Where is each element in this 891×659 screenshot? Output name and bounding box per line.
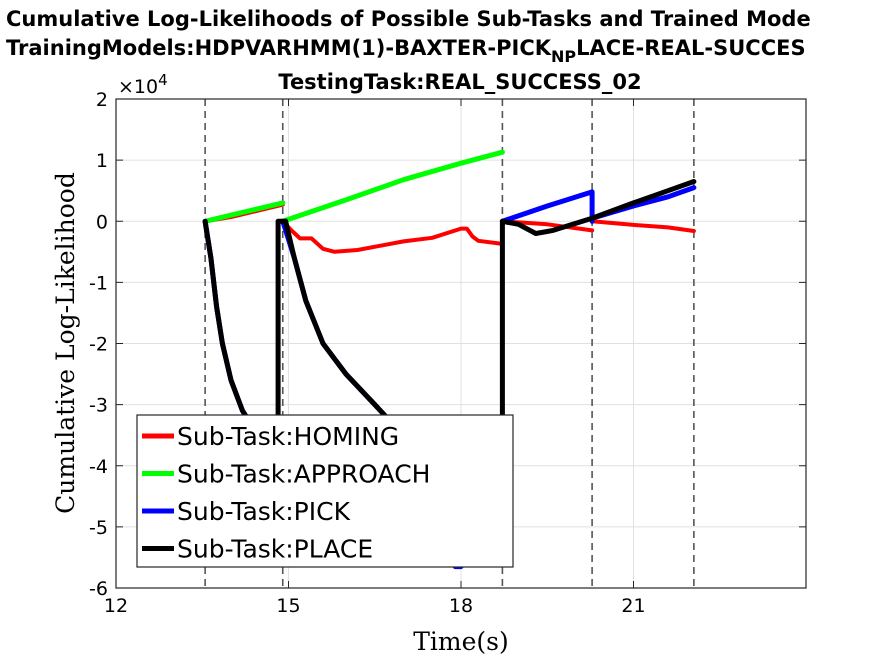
series-0-line-seg-1 <box>280 219 505 254</box>
title-line-2-pre: TrainingModels:HDPVARHMM(1)-BAXTER-PICK <box>6 36 552 60</box>
series-3-line-seg-0 <box>202 218 257 432</box>
y-tick-label-5: -1 <box>89 272 108 294</box>
series-0-line-seg-3 <box>590 219 696 233</box>
y-exponent-base: ×10 <box>118 76 158 98</box>
legend-entry-1: Sub-Task:APPROACH <box>177 460 430 489</box>
series-3-line-seg-4 <box>499 179 697 236</box>
y-tick-label-3: -3 <box>89 395 108 417</box>
y-tick-label-2: -4 <box>89 456 108 478</box>
series-1-line-seg-0 <box>202 200 286 224</box>
series-1-line-seg-1 <box>280 149 505 224</box>
title-line-2-post: LACE-REAL-SUCCES <box>576 36 805 60</box>
series-3-line-seg-2 <box>283 218 389 420</box>
x-axis-label: Time(s) <box>413 627 509 656</box>
y-tick-label-0: -6 <box>89 578 108 600</box>
x-tick-label-3: 21 <box>621 595 645 617</box>
title-line-2-sub: NP <box>551 47 576 66</box>
y-tick-label-7: 1 <box>96 150 108 172</box>
y-tick-label-1: -5 <box>89 517 108 539</box>
x-tick-label-0: 12 <box>104 595 128 617</box>
series-2-line-seg-3 <box>499 189 595 224</box>
y-axis-label: Cumulative Log-Likelihood <box>51 172 80 514</box>
legend-entry-2: Sub-Task:PICK <box>177 497 351 526</box>
y-exponent-power: 4 <box>158 71 168 89</box>
y-tick-label-6: 0 <box>96 211 108 233</box>
y-exponent-label: ×104 <box>118 71 168 98</box>
legend-entry-3: Sub-Task:PLACE <box>177 535 373 564</box>
chart-title-line-2: TrainingModels:HDPVARHMM(1)-BAXTER-PICKN… <box>6 36 806 66</box>
legend-box <box>136 414 514 568</box>
x-tick-label-2: 18 <box>449 595 473 617</box>
chart-title-line-3: TestingTask:REAL_SUCCESS_02 <box>278 70 641 94</box>
y-tick-label-4: -2 <box>89 334 108 356</box>
plot-area: 12 15 18 21-6-5-4-3-2-1012Sub-Task:HOMINGSu… <box>89 89 807 617</box>
legend-entry-0: Sub-Task:HOMING <box>177 422 399 451</box>
y-tick-label-8: 2 <box>96 89 108 111</box>
x-tick-label-1: 15 <box>276 595 300 617</box>
chart-title-line-1: Cumulative Log-Likelihoods of Possible S… <box>6 7 811 31</box>
